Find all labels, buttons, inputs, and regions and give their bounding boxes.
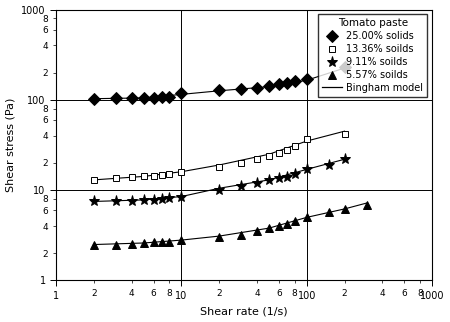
25.00% solids <box>342 65 347 69</box>
25.00% solids <box>141 96 146 100</box>
5.57% soilds <box>238 233 244 237</box>
13.36% soilds <box>276 151 282 155</box>
Line: 25.00% solids: 25.00% solids <box>90 63 349 103</box>
5.57% soilds <box>91 242 96 246</box>
13.36% soilds <box>238 161 244 165</box>
25.00% solids <box>292 79 297 83</box>
25.00% solids <box>129 96 134 100</box>
13.36% soilds <box>179 170 184 174</box>
9.11% soilds <box>129 199 134 203</box>
25.00% solids <box>254 86 260 90</box>
25.00% solids <box>238 87 244 91</box>
5.57% soilds <box>342 207 347 211</box>
Line: 13.36% soilds: 13.36% soilds <box>90 130 348 183</box>
5.57% soilds <box>113 242 118 246</box>
25.00% solids <box>285 81 290 85</box>
5.57% soilds <box>151 240 156 244</box>
5.57% soilds <box>216 235 222 239</box>
9.11% soilds <box>285 175 290 179</box>
5.57% soilds <box>166 240 172 243</box>
5.57% soilds <box>276 224 282 228</box>
25.00% solids <box>113 96 118 100</box>
13.36% soilds <box>141 175 146 178</box>
13.36% soilds <box>166 172 172 176</box>
5.57% soilds <box>179 238 184 242</box>
13.36% soilds <box>216 165 222 169</box>
9.11% soilds <box>342 157 347 161</box>
9.11% soilds <box>276 176 282 180</box>
5.57% soilds <box>292 220 297 223</box>
9.11% soilds <box>216 188 222 192</box>
13.36% soilds <box>113 176 118 180</box>
Legend: 25.00% solids, 13.36% soilds, 9.11% soilds, 5.57% soilds, Bingham model: 25.00% solids, 13.36% soilds, 9.11% soil… <box>318 14 428 97</box>
13.36% soilds <box>285 148 290 152</box>
25.00% solids <box>276 82 282 86</box>
13.36% soilds <box>292 144 297 148</box>
9.11% soilds <box>254 181 260 185</box>
9.11% soilds <box>113 200 118 204</box>
13.36% soilds <box>151 174 156 177</box>
Line: 5.57% soilds: 5.57% soilds <box>90 201 371 249</box>
13.36% soilds <box>304 137 310 141</box>
5.57% soilds <box>364 204 369 207</box>
9.11% soilds <box>166 196 172 200</box>
25.00% solids <box>266 84 272 88</box>
9.11% soilds <box>151 198 156 202</box>
5.57% soilds <box>159 240 165 243</box>
5.57% soilds <box>129 242 134 246</box>
9.11% soilds <box>141 198 146 202</box>
5.57% soilds <box>254 229 260 233</box>
25.00% solids <box>304 77 310 80</box>
Y-axis label: Shear stress (Pa): Shear stress (Pa) <box>5 98 16 192</box>
25.00% solids <box>91 97 96 101</box>
9.11% soilds <box>91 200 96 204</box>
X-axis label: Shear rate (1/s): Shear rate (1/s) <box>200 307 288 317</box>
13.36% soilds <box>342 132 347 136</box>
9.11% soilds <box>159 197 165 201</box>
9.11% soilds <box>304 167 310 171</box>
5.57% soilds <box>266 226 272 230</box>
25.00% solids <box>166 95 172 99</box>
25.00% solids <box>216 88 222 92</box>
13.36% soilds <box>91 178 96 182</box>
9.11% soilds <box>326 163 332 167</box>
9.11% soilds <box>238 185 244 188</box>
25.00% solids <box>159 95 165 99</box>
5.57% soilds <box>326 210 332 213</box>
5.57% soilds <box>141 241 146 245</box>
13.36% soilds <box>129 175 134 179</box>
9.11% soilds <box>292 172 297 176</box>
13.36% soilds <box>254 157 260 161</box>
5.57% soilds <box>285 222 290 226</box>
9.11% soilds <box>179 194 184 198</box>
25.00% solids <box>179 91 184 95</box>
5.57% soilds <box>304 215 310 219</box>
9.11% soilds <box>266 178 272 182</box>
13.36% soilds <box>159 173 165 177</box>
25.00% solids <box>151 96 156 99</box>
Line: 9.11% soilds: 9.11% soilds <box>88 154 350 207</box>
13.36% soilds <box>266 154 272 158</box>
